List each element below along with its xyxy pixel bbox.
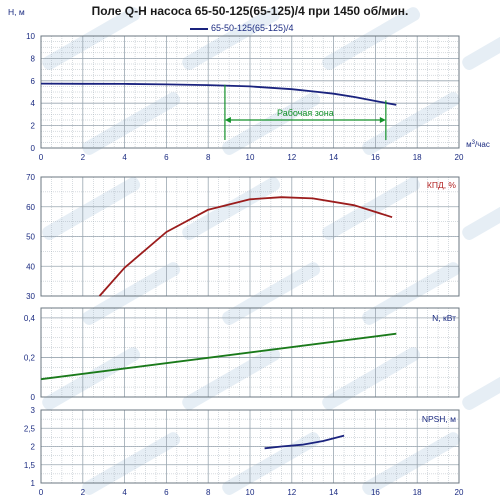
x-tick-label: 20 bbox=[455, 488, 464, 497]
legend: 65-50-125(65-125)/4 bbox=[190, 23, 294, 33]
x-tick-label: 12 bbox=[287, 488, 296, 497]
legend-swatch bbox=[190, 27, 208, 30]
x-tick-label: 8 bbox=[206, 488, 211, 497]
y-tick-label: 3 bbox=[31, 406, 36, 415]
zone-arrowhead-left bbox=[224, 117, 231, 123]
x-tick-label: 8 bbox=[206, 153, 211, 162]
legend-label: 65-50-125(65-125)/4 bbox=[211, 23, 294, 33]
x-tick-label: 14 bbox=[329, 488, 338, 497]
x-tick-label: 4 bbox=[122, 488, 127, 497]
watermark-stripe bbox=[182, 347, 281, 410]
plot-frame bbox=[40, 409, 460, 484]
plot-frame bbox=[40, 307, 460, 398]
working-zone-label: Рабочая зона bbox=[277, 108, 334, 118]
y-tick-label: 1,5 bbox=[24, 461, 36, 470]
y-tick-label: 70 bbox=[26, 173, 35, 182]
y-tick-label: 0 bbox=[31, 144, 36, 153]
x-tick-label: 4 bbox=[122, 153, 127, 162]
y-tick-label: 10 bbox=[26, 32, 35, 41]
watermark-stripe bbox=[462, 177, 500, 240]
y-tick-label: 60 bbox=[26, 203, 35, 212]
watermark-stripe bbox=[322, 7, 421, 70]
series-line bbox=[40, 82, 397, 106]
watermark-stripe bbox=[462, 7, 500, 70]
plot-frame bbox=[40, 176, 460, 297]
watermark-stripe bbox=[362, 92, 461, 155]
y-axis-label: КПД, % bbox=[427, 180, 457, 190]
watermark-stripe bbox=[322, 347, 421, 410]
y-tick-label: 30 bbox=[26, 292, 35, 301]
x-axis-label: м3/час bbox=[466, 140, 490, 149]
plot-frame bbox=[40, 35, 460, 149]
watermark-stripe bbox=[362, 432, 461, 495]
x-tick-label: 6 bbox=[164, 488, 169, 497]
zone-arrowhead-right bbox=[379, 117, 386, 123]
x-tick-label: 12 bbox=[287, 153, 296, 162]
watermark-stripe bbox=[182, 7, 281, 70]
watermark-stripe bbox=[222, 432, 321, 495]
x-tick-label: 20 bbox=[455, 153, 464, 162]
series-line bbox=[98, 196, 393, 297]
watermark-stripe bbox=[462, 347, 500, 410]
x-tick-label: 2 bbox=[81, 153, 86, 162]
x-tick-label: 0 bbox=[39, 153, 44, 162]
chart-title: Поле Q-H насоса 65-50-125(65-125)/4 при … bbox=[91, 4, 409, 18]
y-tick-label: 1 bbox=[31, 479, 36, 488]
watermark-stripe bbox=[182, 177, 281, 240]
series-line bbox=[40, 332, 397, 381]
y-tick-label: 6 bbox=[31, 77, 36, 86]
y-axis-label: N, кВт bbox=[432, 313, 456, 323]
watermark-stripe bbox=[82, 432, 181, 495]
x-tick-label: 18 bbox=[413, 488, 422, 497]
x-tick-label: 10 bbox=[246, 153, 255, 162]
y-axis-label: H, м bbox=[8, 7, 25, 17]
watermark-stripe bbox=[42, 177, 141, 240]
y-tick-label: 50 bbox=[26, 233, 35, 242]
y-tick-label: 2 bbox=[31, 443, 36, 452]
watermark-stripe bbox=[222, 262, 321, 325]
x-tick-label: 2 bbox=[81, 488, 86, 497]
x-tick-label: 18 bbox=[413, 153, 422, 162]
y-tick-label: 8 bbox=[31, 54, 36, 63]
x-tick-label: 16 bbox=[371, 488, 380, 497]
y-tick-label: 0,4 bbox=[24, 314, 36, 323]
watermark-stripe bbox=[82, 262, 181, 325]
series-line bbox=[264, 434, 345, 450]
watermark-stripe bbox=[42, 347, 141, 410]
y-tick-label: 40 bbox=[26, 262, 35, 271]
y-tick-label: 2 bbox=[31, 122, 36, 131]
x-tick-label: 10 bbox=[246, 488, 255, 497]
y-tick-label: 2,5 bbox=[24, 424, 36, 433]
y-axis-label: NPSH, м bbox=[422, 414, 456, 424]
y-tick-label: 4 bbox=[31, 99, 36, 108]
x-tick-label: 0 bbox=[39, 488, 44, 497]
watermark-stripe bbox=[222, 92, 321, 155]
y-tick-label: 0,2 bbox=[24, 353, 36, 362]
watermark-stripe bbox=[322, 177, 421, 240]
x-tick-label: 16 bbox=[371, 153, 380, 162]
y-tick-label: 0 bbox=[31, 393, 36, 402]
x-tick-label: 14 bbox=[329, 153, 338, 162]
watermark-stripe bbox=[362, 262, 461, 325]
watermark-stripe bbox=[42, 7, 141, 70]
watermark-stripe bbox=[82, 92, 181, 155]
x-tick-label: 6 bbox=[164, 153, 169, 162]
